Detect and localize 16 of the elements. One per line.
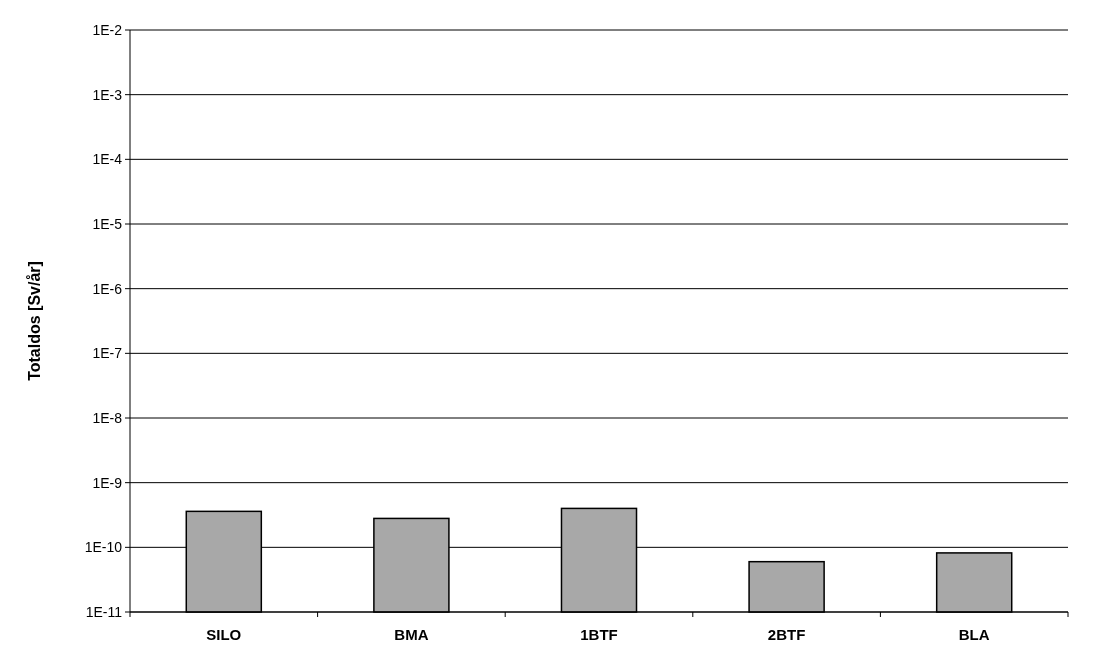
y-axis-title: Totaldos [Sv/år]: [26, 261, 43, 381]
y-tick-label: 1E-3: [92, 86, 123, 103]
y-tick-label: 1E-8: [92, 409, 123, 426]
x-tick-label: SILO: [206, 626, 242, 643]
y-tick-label: 1E-10: [84, 539, 123, 556]
y-tick-label: 1E-11: [85, 603, 123, 620]
y-tick-label: 1E-7: [92, 345, 123, 362]
y-tick-label: 1E-6: [92, 280, 123, 297]
y-tick-label: 1E-9: [92, 474, 123, 491]
y-tick-label: 1E-4: [92, 151, 123, 168]
x-tick-label: BMA: [394, 626, 429, 643]
x-tick-label: 2BTF: [767, 626, 806, 643]
x-tick-label: 1BTF: [580, 626, 618, 643]
x-tick-label: BLA: [958, 626, 990, 643]
y-tick-label: 1E-2: [92, 21, 123, 38]
y-tick-label: 1E-5: [92, 215, 123, 232]
